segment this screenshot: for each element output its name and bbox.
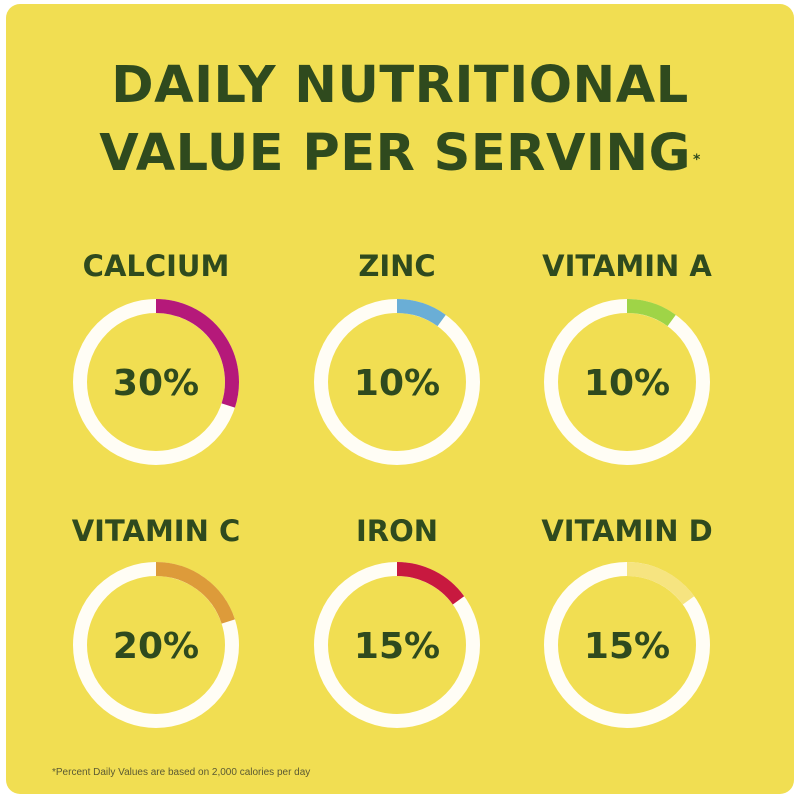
ring-vitamin-d: VITAMIN D 15% [541, 514, 713, 728]
title-line-1: DAILY NUTRITIONAL [111, 56, 689, 115]
ring-arc-iron [396, 562, 465, 605]
page-title: DAILY NUTRITIONAL VALUE PER SERVING * [6, 52, 794, 188]
nutrient-label-vitamin-c: VITAMIN C [72, 514, 241, 548]
nutrient-rings-chart: CALCIUM 30% ZINC 10% VITAMIN A 10% VITAMIN C 20… [72, 249, 713, 728]
footnote: *Percent Daily Values are based on 2,000… [52, 767, 311, 778]
ring-vitamin-a: VITAMIN A 10% [542, 249, 712, 465]
value-label-vitamin-a: 10% [584, 363, 670, 404]
nutrient-label-vitamin-a: VITAMIN A [542, 249, 712, 283]
title-line-2: VALUE PER SERVING * [6, 120, 794, 188]
ring-arc-vitamin-c [155, 562, 235, 624]
value-label-calcium: 30% [113, 363, 199, 404]
ring-arc-zinc [396, 299, 446, 327]
nutrient-label-vitamin-d: VITAMIN D [541, 514, 712, 548]
ring-iron: IRON 15% [314, 514, 480, 728]
title-line-2-text: VALUE PER SERVING [99, 124, 691, 183]
value-label-vitamin-c: 20% [113, 626, 199, 667]
nutrient-label-iron: IRON [356, 514, 438, 548]
nutrient-label-calcium: CALCIUM [83, 249, 230, 283]
ring-calcium: CALCIUM 30% [73, 249, 239, 465]
nutrition-card: DAILY NUTRITIONAL VALUE PER SERVING * CAL… [6, 4, 794, 794]
title-asterisk: * [692, 152, 701, 168]
value-label-zinc: 10% [354, 363, 440, 404]
value-label-vitamin-d: 15% [584, 626, 670, 667]
ring-vitamin-c: VITAMIN C 20% [72, 514, 241, 728]
value-label-iron: 15% [354, 626, 440, 667]
ring-arc-vitamin-d [626, 562, 695, 605]
ring-arc-calcium [155, 299, 239, 408]
ring-zinc: ZINC 10% [314, 249, 480, 465]
nutrient-label-zinc: ZINC [358, 249, 435, 283]
ring-arc-vitamin-a [626, 299, 676, 327]
